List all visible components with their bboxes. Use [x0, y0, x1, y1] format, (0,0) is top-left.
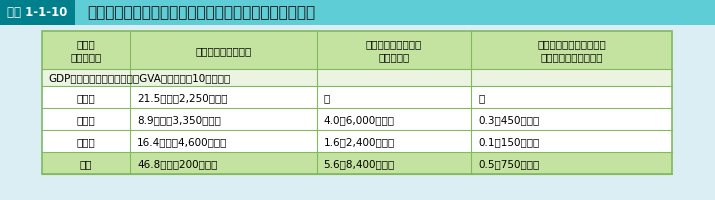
- Bar: [42, 70, 672, 87]
- Text: 留学生への海外訪問者の
キャンパス外での支出: 留学生への海外訪問者の キャンパス外での支出: [537, 39, 606, 62]
- Text: 46.8（７兆200億円）: 46.8（７兆200億円）: [137, 158, 217, 168]
- Text: 8.9（１兆3,350億円）: 8.9（１兆3,350億円）: [137, 114, 221, 124]
- Text: 間接的: 間接的: [77, 114, 95, 124]
- Text: 1.6（2,400億円）: 1.6（2,400億円）: [323, 136, 395, 146]
- Text: 大学運営による支出: 大学運営による支出: [195, 46, 252, 56]
- Text: 0.3（450億円）: 0.3（450億円）: [478, 114, 540, 124]
- Bar: [42, 130, 672, 152]
- Text: GDPへの貢献：粗付加価値（GVA）　単位：10億ポンド: GDPへの貢献：粗付加価値（GVA） 単位：10億ポンド: [48, 73, 230, 83]
- Text: 図表 1-1-10: 図表 1-1-10: [7, 6, 68, 19]
- Text: 留学生のキャンパス
外での支出: 留学生のキャンパス 外での支出: [366, 39, 422, 62]
- Bar: [0, 0, 75, 26]
- Bar: [42, 87, 672, 108]
- Text: 0.5（750億円）: 0.5（750億円）: [478, 158, 540, 168]
- Text: 4.0（6,000億円）: 4.0（6,000億円）: [323, 114, 395, 124]
- Text: 英国の大学が与える経済的インパクトの一覧表（抜粋）: 英国の大学が与える経済的インパクトの一覧表（抜粋）: [87, 5, 315, 20]
- Text: 直接的: 直接的: [77, 93, 95, 102]
- Text: 16.4（２兆4,600億円）: 16.4（２兆4,600億円）: [137, 136, 227, 146]
- Text: 0.1（150億円）: 0.1（150億円）: [478, 136, 540, 146]
- Text: 5.6（8,400億円）: 5.6（8,400億円）: [323, 158, 395, 168]
- Bar: [42, 152, 672, 174]
- Bar: [42, 32, 672, 70]
- Bar: [42, 108, 672, 130]
- Bar: [75, 0, 715, 26]
- Text: 21.5（３兆2,250億円）: 21.5（３兆2,250億円）: [137, 93, 227, 102]
- Bar: [42, 32, 672, 174]
- Text: －: －: [323, 93, 330, 102]
- Text: 誘発的: 誘発的: [77, 136, 95, 146]
- Text: －: －: [478, 93, 485, 102]
- Text: 合計: 合計: [80, 158, 92, 168]
- Text: 経済的
インパクト: 経済的 インパクト: [70, 39, 102, 62]
